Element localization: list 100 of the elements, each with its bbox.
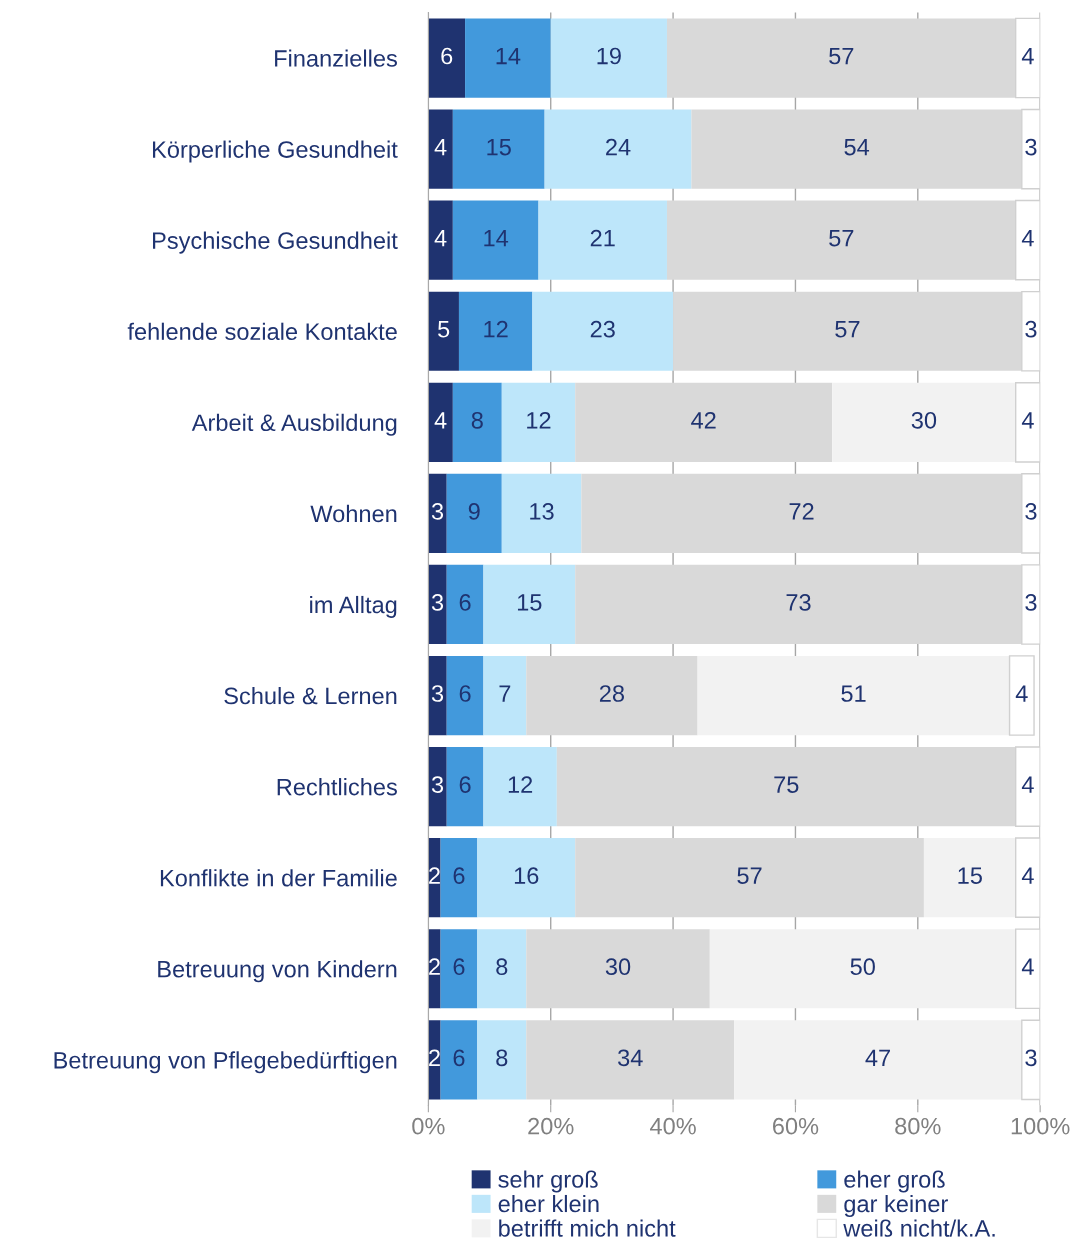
bar (1021, 1019, 1041, 1101)
data-label: 57 (829, 230, 854, 247)
y-tick-label: Finanzielles (275, 49, 397, 67)
bar (452, 109, 545, 189)
data-label: 2 (429, 1049, 440, 1066)
y-tick-label: Schule & Lernen (224, 686, 397, 705)
data-label: 57 (737, 867, 762, 885)
data-label: 30 (605, 958, 631, 976)
data-label: 4 (1021, 47, 1034, 65)
x-tick-label: 20% (528, 1117, 574, 1135)
y-tick-label: Konflikte in der Familie (160, 869, 397, 887)
data-label: 3 (1025, 594, 1037, 611)
data-label: 3 (1025, 320, 1037, 338)
data-label: 5 (438, 321, 450, 338)
data-label: 4 (1021, 867, 1034, 884)
bar (501, 473, 582, 554)
data-label: 75 (774, 776, 799, 793)
bar (697, 655, 1010, 736)
data-label: 28 (599, 685, 625, 702)
bar (923, 838, 1016, 918)
data-label: 4 (434, 412, 447, 429)
data-label: 3 (431, 685, 444, 702)
data-label: 50 (850, 958, 875, 976)
data-label: 47 (865, 1049, 890, 1066)
legend-label: weiß nicht/k.A. (843, 1219, 995, 1237)
data-label: 4 (1021, 958, 1034, 975)
data-label: 57 (829, 47, 854, 65)
data-label: 34 (618, 1049, 643, 1067)
data-label: 21 (590, 229, 615, 247)
bar (465, 18, 551, 98)
data-label: 6 (441, 47, 453, 65)
data-label: 42 (691, 411, 716, 429)
data-label: 4 (1021, 412, 1034, 429)
data-label: 51 (841, 685, 866, 702)
data-label: 6 (453, 1049, 465, 1067)
bar (428, 200, 453, 280)
data-label: 19 (597, 47, 621, 65)
data-label: 16 (514, 867, 539, 885)
data-label: 15 (517, 594, 542, 611)
data-label: 3 (431, 594, 444, 611)
data-label: 4 (434, 138, 447, 156)
x-tick-label: 100% (1011, 1117, 1070, 1135)
bar (1008, 655, 1035, 736)
y-tick-label: Rechtliches (277, 778, 397, 796)
data-label: 7 (499, 685, 511, 702)
bar (526, 1020, 735, 1100)
bar (440, 838, 478, 918)
data-label: 2 (429, 867, 440, 884)
bar (477, 838, 576, 918)
bar (452, 382, 502, 462)
y-tick-label: Körperliche Gesundheit (153, 140, 398, 163)
bar (440, 1020, 478, 1100)
bar (483, 655, 527, 736)
bar (428, 564, 447, 645)
legend-label: betrifft mich nicht (499, 1219, 676, 1237)
bar (526, 655, 698, 736)
bar (734, 1020, 1022, 1100)
bar (428, 746, 447, 827)
bar (428, 655, 447, 736)
x-tick-label: 80% (895, 1117, 941, 1135)
bar (483, 746, 557, 827)
data-label: 14 (484, 230, 509, 247)
bar (550, 18, 667, 98)
bar (446, 655, 484, 736)
bar (446, 564, 484, 645)
bar (544, 109, 692, 189)
data-label: 72 (789, 503, 814, 520)
bar (477, 1020, 527, 1100)
data-label: 15 (958, 867, 982, 885)
bar (446, 473, 502, 554)
bar (428, 1020, 441, 1100)
data-label: 6 (453, 867, 465, 885)
data-label: 73 (786, 594, 811, 611)
bar (446, 746, 484, 827)
bar (575, 382, 833, 462)
data-label: 30 (911, 411, 937, 429)
y-tick-label: Betreuung von Kindern (158, 960, 397, 983)
data-label: 8 (496, 958, 508, 976)
data-label: 6 (459, 594, 471, 611)
data-label: 8 (471, 411, 483, 429)
data-label: 13 (530, 503, 554, 520)
bar (452, 200, 539, 280)
bar (477, 929, 527, 1009)
legend-label: sehr groß (498, 1170, 598, 1193)
data-label: 23 (590, 320, 615, 338)
y-tick-label: Betreuung von Pflegebedürftigen (54, 1051, 397, 1074)
legend-label: gar keiner (844, 1194, 948, 1217)
data-label: 12 (484, 320, 508, 338)
data-label: 12 (527, 411, 551, 429)
y-tick-label: Psychische Gesundheit (153, 231, 398, 254)
bar (832, 382, 1016, 462)
bar (428, 291, 459, 371)
data-label: 6 (459, 685, 471, 702)
data-label: 6 (453, 958, 465, 976)
bar (428, 109, 453, 189)
data-label: 2 (429, 958, 440, 975)
data-label: 15 (487, 138, 511, 156)
data-label: 3 (1025, 1049, 1037, 1067)
y-tick-label: Wohnen (310, 504, 397, 523)
data-label: 57 (835, 321, 860, 338)
